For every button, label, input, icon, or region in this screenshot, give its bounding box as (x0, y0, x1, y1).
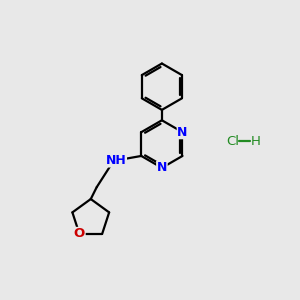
Text: Cl: Cl (227, 135, 240, 148)
Text: N: N (177, 126, 188, 139)
Text: N: N (157, 161, 167, 174)
Text: NH: NH (106, 154, 126, 167)
Text: H: H (250, 135, 260, 148)
Text: O: O (74, 227, 85, 241)
